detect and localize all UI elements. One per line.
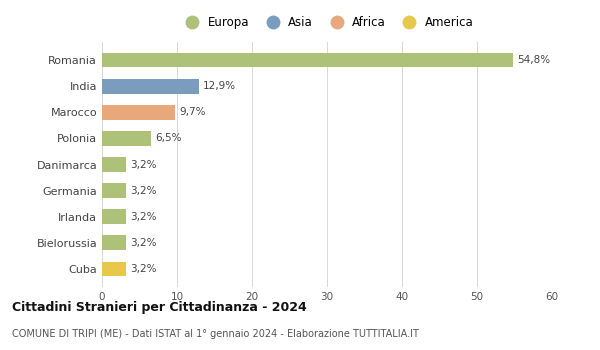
Legend: Europa, Asia, Africa, America: Europa, Asia, Africa, America <box>178 14 476 31</box>
Text: COMUNE DI TRIPI (ME) - Dati ISTAT al 1° gennaio 2024 - Elaborazione TUTTITALIA.I: COMUNE DI TRIPI (ME) - Dati ISTAT al 1° … <box>12 329 419 339</box>
Bar <box>102 158 126 172</box>
Bar <box>102 236 126 250</box>
Text: 3,2%: 3,2% <box>131 160 157 169</box>
Bar <box>102 79 199 93</box>
Text: 3,2%: 3,2% <box>131 186 157 196</box>
Text: 3,2%: 3,2% <box>131 238 157 248</box>
Bar <box>102 183 126 198</box>
Bar <box>102 105 175 120</box>
Text: Cittadini Stranieri per Cittadinanza - 2024: Cittadini Stranieri per Cittadinanza - 2… <box>12 301 307 314</box>
Text: 6,5%: 6,5% <box>155 133 182 143</box>
Text: 9,7%: 9,7% <box>179 107 206 117</box>
Text: 3,2%: 3,2% <box>131 212 157 222</box>
Bar <box>102 261 126 276</box>
Text: 3,2%: 3,2% <box>131 264 157 274</box>
Bar <box>102 131 151 146</box>
Bar <box>102 209 126 224</box>
Text: 54,8%: 54,8% <box>517 55 551 65</box>
Bar <box>102 53 513 68</box>
Text: 12,9%: 12,9% <box>203 81 236 91</box>
